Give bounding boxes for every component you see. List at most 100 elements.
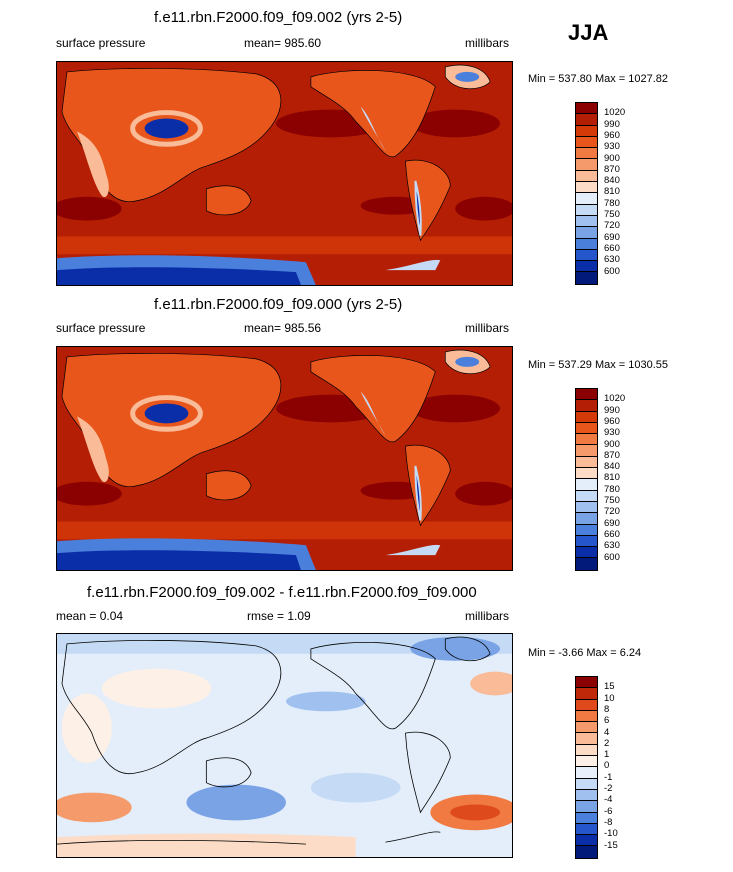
australia-outline — [205, 757, 252, 788]
colorbar-tick-label: 750 — [604, 495, 620, 506]
colorbar-segment — [576, 193, 597, 205]
colorbar-tick-label: 660 — [604, 242, 620, 254]
panel-1-mean-label: mean= 985.60 — [244, 36, 322, 50]
panel-3-mean-label: mean = 0.04 — [56, 609, 124, 623]
south-america — [405, 444, 451, 527]
panel-3-colorbar — [575, 676, 598, 859]
colorbar-tick-label: 15 — [604, 681, 615, 693]
high-pressure-south-indian — [57, 196, 122, 221]
colorbar-tick-label: 600 — [604, 265, 620, 277]
panel-2-colorbar — [575, 388, 598, 571]
colorbar-segment — [576, 688, 597, 700]
panel-1-map-svg — [57, 62, 512, 285]
colorbar-segment — [576, 501, 597, 514]
colorbar-tick-label: 720 — [604, 220, 620, 232]
negative-anomaly-north-atlantic — [410, 636, 501, 661]
colorbar-tick-label: 4 — [604, 726, 610, 738]
high-pressure-south-atlantic — [455, 481, 512, 506]
colorbar-segment — [576, 547, 597, 559]
panel-2-title: f.e11.rbn.F2000.f09_f09.000 (yrs 2-5) — [154, 296, 403, 313]
panel-2-variable-label: surface pressure — [56, 321, 146, 335]
negative-anomaly-north-pacific — [285, 691, 366, 712]
colorbar-tick-label: -6 — [604, 805, 613, 817]
colorbar-tick-label: 630 — [604, 254, 620, 266]
colorbar-segment — [576, 801, 597, 813]
colorbar-segment — [576, 846, 597, 858]
colorbar-tick-label: 10 — [604, 692, 615, 704]
colorbar-tick-label: 0 — [604, 760, 610, 772]
colorbar-segment — [576, 125, 597, 137]
colorbar-segment — [576, 468, 597, 480]
high-pressure-south-indian — [57, 481, 122, 506]
tibetan-plateau-low — [144, 403, 189, 424]
negative-anomaly-south-indian — [186, 784, 286, 821]
colorbar-segment — [576, 756, 597, 768]
colorbar-segment — [576, 767, 597, 779]
colorbar-tick-label: 1 — [604, 749, 610, 761]
colorbar-tick-label: 960 — [604, 415, 620, 427]
tibetan-plateau-rim — [130, 395, 203, 432]
greenland-low — [455, 71, 480, 82]
tibetan-plateau-low — [144, 118, 189, 139]
colorbar-tick-label: 990 — [604, 118, 620, 130]
colorbar-segment — [576, 558, 597, 570]
colorbar-segment — [576, 456, 597, 469]
colorbar-segment — [576, 389, 597, 401]
colorbar-segment — [576, 524, 597, 536]
colorbar-tick-label: 720 — [604, 506, 620, 518]
colorbar-tick-label: 960 — [604, 129, 620, 141]
colorbar-segment — [576, 422, 597, 435]
panel-1-title: f.e11.rbn.F2000.f09_f09.002 (yrs 2-5) — [154, 9, 403, 26]
colorbar-segment — [576, 733, 597, 745]
panel-1-units-label: millibars — [465, 36, 510, 50]
panel-3-minmax: Min = -3.66 Max = 6.24 — [528, 647, 642, 659]
colorbar-segment — [576, 490, 597, 502]
south-america-outline — [405, 731, 451, 814]
colorbar-tick-label: -10 — [604, 828, 618, 840]
colorbar-segment — [576, 823, 597, 836]
colorbar-tick-label: -1 — [604, 771, 613, 783]
colorbar-tick-label: -2 — [604, 783, 613, 794]
colorbar-tick-label: 840 — [604, 461, 620, 473]
high-pressure-north-atlantic — [410, 394, 501, 423]
colorbar-segment — [576, 744, 597, 757]
colorbar-tick-label: 8 — [604, 703, 610, 715]
panel-1-colorbar — [575, 102, 598, 285]
antarctic-peninsula — [385, 544, 441, 556]
colorbar-tick-label: 990 — [604, 404, 620, 416]
colorbar-tick-label: 6 — [604, 715, 610, 727]
antarctic-peninsula — [385, 259, 441, 271]
antarctica-west-core — [57, 267, 301, 285]
tibetan-plateau-rim — [130, 110, 203, 147]
colorbar-segment — [576, 159, 597, 171]
colorbar-tick-label: 930 — [604, 141, 620, 153]
colorbar-segment — [576, 204, 597, 216]
panel-3-map-svg — [57, 634, 512, 857]
colorbar-segment — [576, 535, 597, 548]
greenland-low — [455, 356, 480, 367]
colorbar-tick-label: 810 — [604, 186, 620, 198]
arctic-band — [57, 634, 512, 654]
colorbar-segment — [576, 249, 597, 262]
colorbar-segment — [576, 272, 597, 284]
colorbar-tick-label: 810 — [604, 472, 620, 484]
colorbar-tick-label: 870 — [604, 163, 620, 175]
colorbar-segment — [576, 434, 597, 446]
colorbar-segment — [576, 778, 597, 790]
southern-band — [57, 236, 512, 255]
colorbar-segment — [576, 238, 597, 250]
colorbar-tick-label: 780 — [604, 483, 620, 495]
colorbar-tick-label: 930 — [604, 427, 620, 439]
north-america — [310, 355, 436, 443]
rockies-low — [360, 106, 386, 152]
colorbar-segment — [576, 722, 597, 734]
antarctica-west-core — [57, 550, 301, 570]
high-pressure-south-atlantic — [455, 196, 512, 221]
colorbar-tick-label: 840 — [604, 175, 620, 187]
colorbar-segment — [576, 699, 597, 711]
panel-2-mean-label: mean= 985.56 — [244, 321, 322, 335]
north-america — [310, 70, 436, 158]
antarctic-positive-band — [57, 833, 356, 857]
panel-2-units-label: millibars — [465, 321, 510, 335]
andes-low — [414, 465, 422, 521]
